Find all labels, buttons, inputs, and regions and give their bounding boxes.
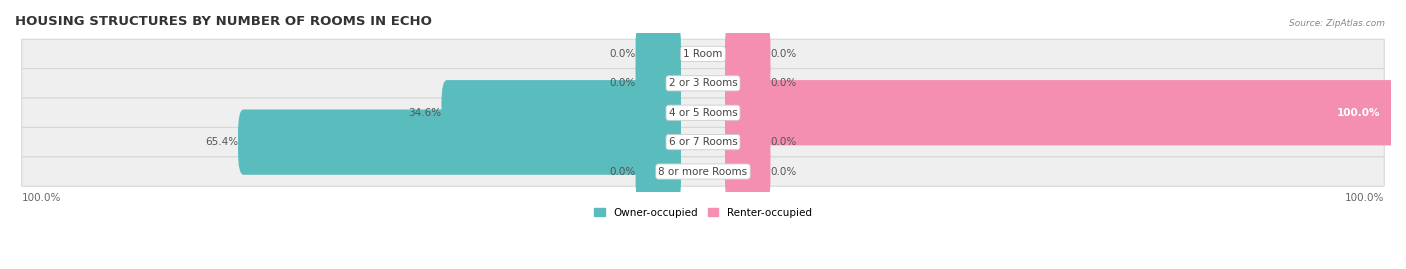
Text: 2 or 3 Rooms: 2 or 3 Rooms <box>669 78 737 88</box>
FancyBboxPatch shape <box>725 109 770 175</box>
Text: 100.0%: 100.0% <box>1337 108 1381 118</box>
Text: 0.0%: 0.0% <box>770 78 797 88</box>
FancyBboxPatch shape <box>21 98 1385 128</box>
FancyBboxPatch shape <box>725 80 1396 145</box>
Text: 8 or more Rooms: 8 or more Rooms <box>658 167 748 176</box>
Text: 1 Room: 1 Room <box>683 49 723 59</box>
FancyBboxPatch shape <box>636 21 681 87</box>
FancyBboxPatch shape <box>21 128 1385 157</box>
FancyBboxPatch shape <box>725 21 770 87</box>
Text: 100.0%: 100.0% <box>22 193 62 203</box>
Text: 0.0%: 0.0% <box>770 137 797 147</box>
Text: 34.6%: 34.6% <box>408 108 441 118</box>
FancyBboxPatch shape <box>725 51 770 116</box>
FancyBboxPatch shape <box>636 51 681 116</box>
Text: 6 or 7 Rooms: 6 or 7 Rooms <box>669 137 737 147</box>
Text: 0.0%: 0.0% <box>770 49 797 59</box>
Text: 0.0%: 0.0% <box>609 49 636 59</box>
FancyBboxPatch shape <box>21 69 1385 98</box>
FancyBboxPatch shape <box>21 157 1385 186</box>
Text: 65.4%: 65.4% <box>205 137 238 147</box>
Text: Source: ZipAtlas.com: Source: ZipAtlas.com <box>1289 19 1385 28</box>
FancyBboxPatch shape <box>238 109 681 175</box>
Text: 4 or 5 Rooms: 4 or 5 Rooms <box>669 108 737 118</box>
Text: 100.0%: 100.0% <box>1344 193 1384 203</box>
FancyBboxPatch shape <box>21 39 1385 69</box>
Text: 0.0%: 0.0% <box>609 167 636 176</box>
Legend: Owner-occupied, Renter-occupied: Owner-occupied, Renter-occupied <box>591 204 815 222</box>
Text: 0.0%: 0.0% <box>609 78 636 88</box>
Text: HOUSING STRUCTURES BY NUMBER OF ROOMS IN ECHO: HOUSING STRUCTURES BY NUMBER OF ROOMS IN… <box>15 15 432 28</box>
FancyBboxPatch shape <box>725 139 770 204</box>
FancyBboxPatch shape <box>636 139 681 204</box>
Text: 0.0%: 0.0% <box>770 167 797 176</box>
FancyBboxPatch shape <box>441 80 681 145</box>
